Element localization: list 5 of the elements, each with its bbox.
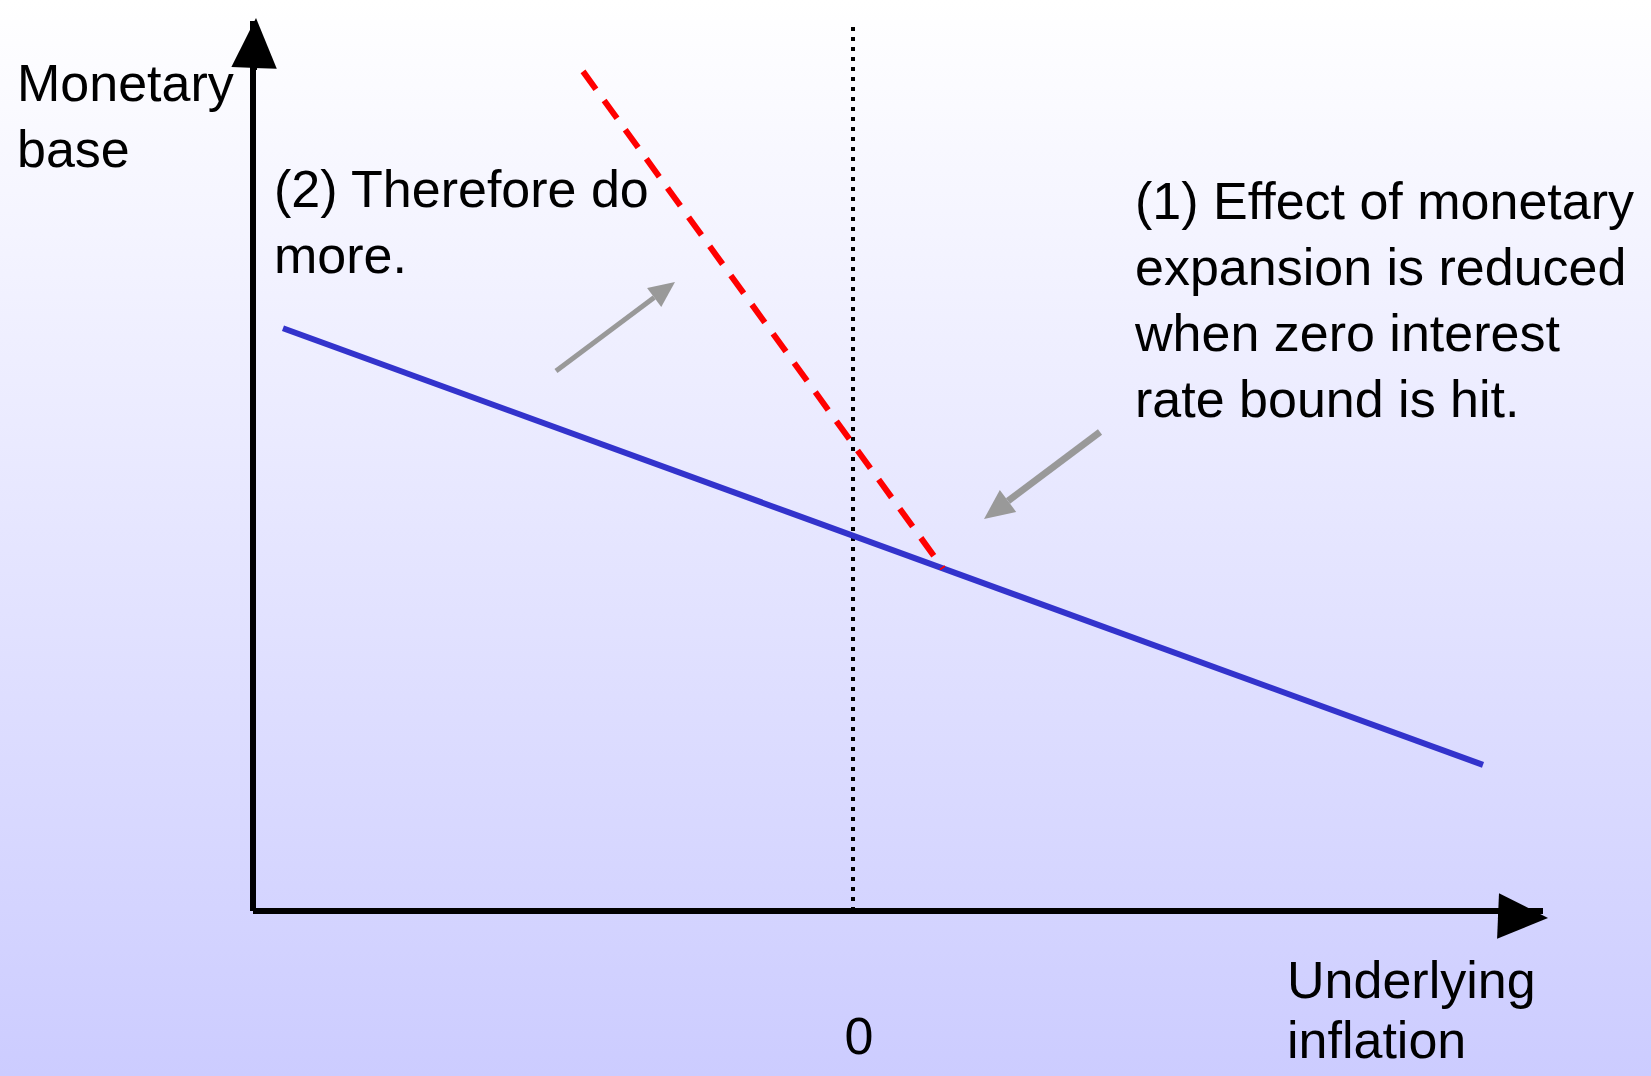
y-axis-title: Monetary base bbox=[17, 53, 235, 180]
x-axis-title: Underlying inflation bbox=[1287, 950, 1537, 1070]
annotation: (1) Effect of monetary expansion is reduced when zero interest rate bound is hit. bbox=[1135, 171, 1636, 430]
text: 0 bbox=[843, 1006, 875, 1067]
annotation: (2) Therefore do more. bbox=[274, 159, 650, 286]
